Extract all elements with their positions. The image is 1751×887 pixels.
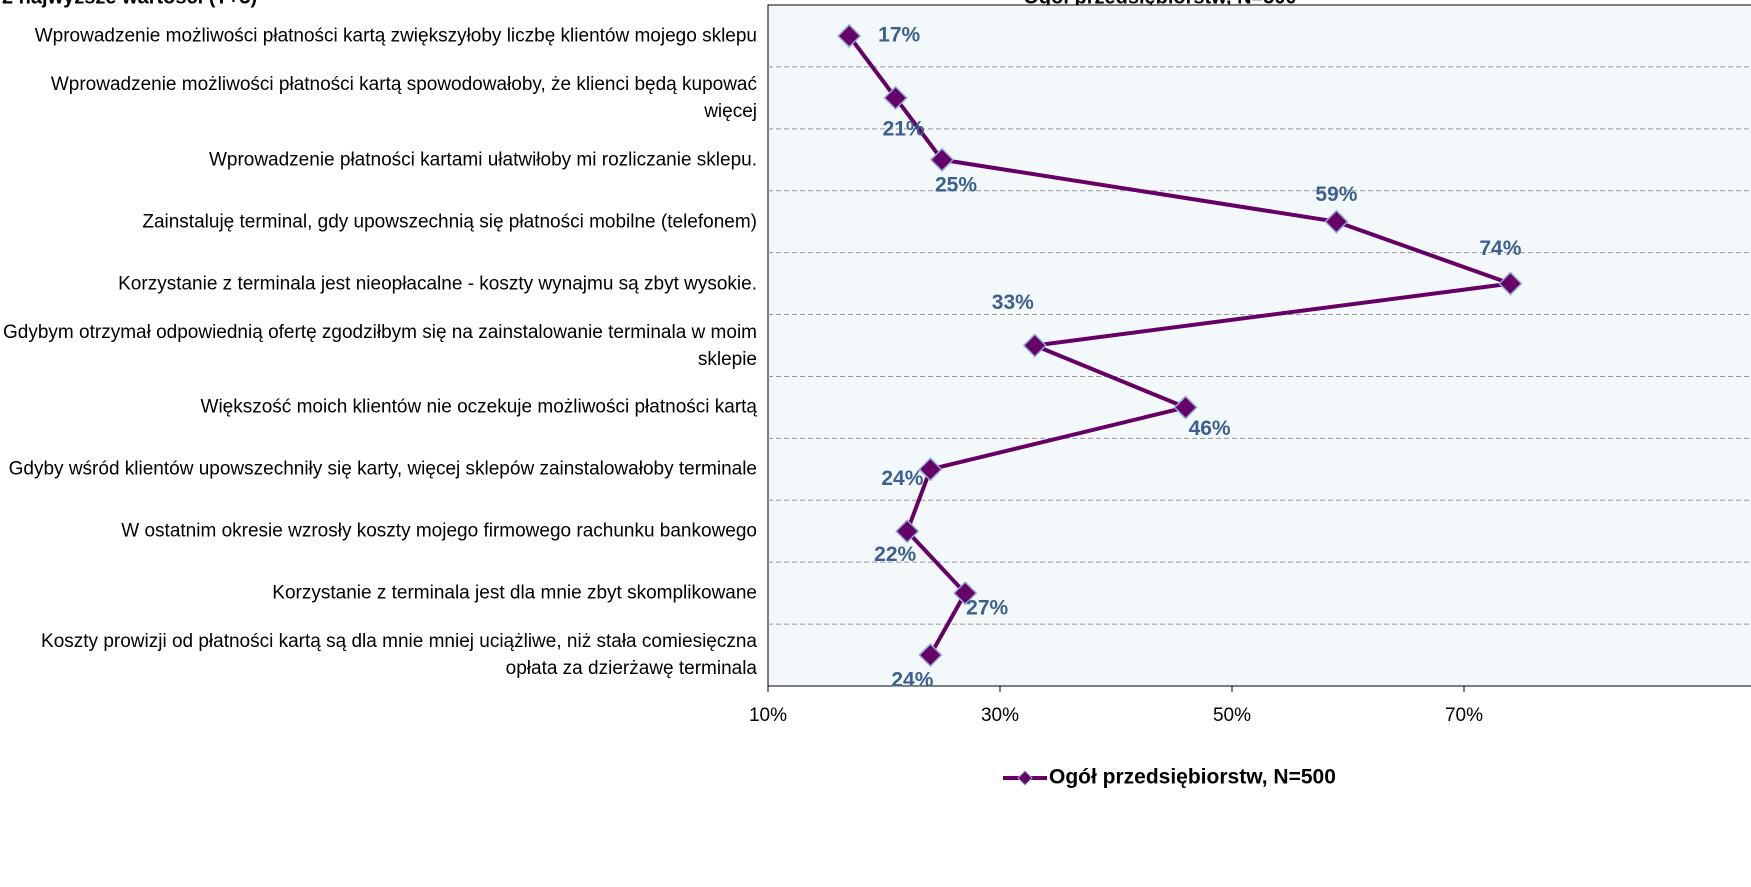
data-label: 21% <box>883 117 925 140</box>
category-label: Zainstaluję terminal, gdy upowszechnią s… <box>142 211 757 233</box>
x-tick-label: 50% <box>1213 705 1251 726</box>
data-label: 17% <box>878 24 920 47</box>
data-label: 22% <box>874 543 916 566</box>
data-point <box>883 85 908 110</box>
data-point <box>918 457 943 482</box>
data-label: 59% <box>1315 183 1357 206</box>
data-point <box>1022 333 1047 358</box>
data-point <box>837 23 862 49</box>
chart-title: Ogół przedsiębiorstw, N=500 <box>1023 0 1296 8</box>
category-label: Wprowadzenie możliwości płatności kartą … <box>34 25 757 47</box>
category-label: W ostatnim okresie wzrosły koszty mojego… <box>121 520 757 542</box>
plot-area <box>767 4 1751 687</box>
data-label: 46% <box>1189 417 1231 440</box>
data-label: 33% <box>992 291 1034 314</box>
data-label: 24% <box>881 467 923 490</box>
category-label: Korzystanie z terminala jest nieopłacaln… <box>118 273 757 295</box>
data-label: 74% <box>1479 237 1521 260</box>
category-label: Wprowadzenie płatności kartami ułatwiłob… <box>208 149 757 171</box>
data-label: 24% <box>891 669 933 692</box>
category-label: Większość moich klientów nie oczekuje mo… <box>200 396 757 418</box>
data-label: 25% <box>935 173 977 196</box>
data-label: 27% <box>966 597 1008 620</box>
data-point <box>1324 209 1349 234</box>
category-label: Wprowadzenie możliwości płatności kartą … <box>50 73 757 122</box>
data-point <box>929 147 955 172</box>
x-tick-label: 10% <box>749 705 787 726</box>
data-point <box>953 581 978 606</box>
data-point <box>918 642 943 668</box>
category-label: Gdybym otrzymał odpowiednią ofertę zgodz… <box>3 321 757 370</box>
x-tick-label: 70% <box>1445 705 1483 726</box>
legend-marker <box>1017 770 1033 786</box>
category-label: Gdyby wśród klientów upowszechniły się k… <box>8 458 757 480</box>
data-point <box>1173 395 1198 420</box>
legend-label: Ogół przedsiębiorstw, N=500 <box>1049 766 1336 789</box>
x-tick-label: 30% <box>981 705 1019 726</box>
data-point <box>1498 271 1523 296</box>
chart-subtitle: 2 najwyższe wartości (T+3) <box>2 0 257 8</box>
category-label: Korzystanie z terminala jest dla mnie zb… <box>272 582 757 604</box>
category-label: Koszty prowizji od płatności kartą są dl… <box>41 631 757 680</box>
data-point <box>895 519 920 544</box>
